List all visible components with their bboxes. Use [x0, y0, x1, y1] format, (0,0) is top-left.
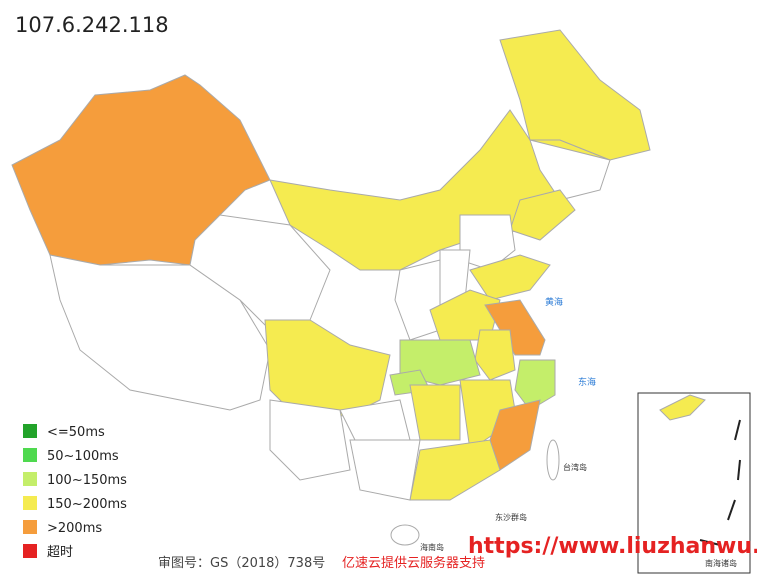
sea-label: 东海	[578, 376, 596, 388]
legend-label: 超时	[47, 545, 73, 560]
watermark: https://www.liuzhanwu.cn	[468, 534, 757, 559]
legend-swatch	[23, 496, 37, 510]
legend: <=50ms 50~100ms 100~150ms 150~200ms >200ms 超时	[23, 424, 127, 560]
island-label: 东沙群岛	[495, 512, 527, 522]
sea-label: 黄海	[545, 296, 563, 308]
approval-number: 审图号：GS（2018）738号	[158, 556, 325, 571]
sponsor-note: 亿速云提供云服务器支持	[342, 555, 485, 571]
island-label: 海南岛	[420, 542, 444, 552]
legend-swatch	[23, 544, 37, 558]
inset-label: 南海诸岛	[705, 558, 737, 568]
legend-label: 100~150ms	[47, 473, 127, 488]
title: 107.6.242.118	[15, 13, 169, 37]
china-map	[11, 29, 651, 546]
legend-label: 50~100ms	[47, 449, 119, 464]
legend-swatch	[23, 472, 37, 486]
inset: 南海诸岛	[637, 392, 751, 574]
legend-swatch	[23, 520, 37, 534]
legend-label: 150~200ms	[47, 497, 127, 512]
legend-label: >200ms	[47, 521, 102, 536]
legend-swatch	[23, 424, 37, 438]
legend-label: <=50ms	[47, 425, 105, 440]
island-label: 台湾岛	[563, 462, 587, 472]
legend-swatch	[23, 448, 37, 462]
